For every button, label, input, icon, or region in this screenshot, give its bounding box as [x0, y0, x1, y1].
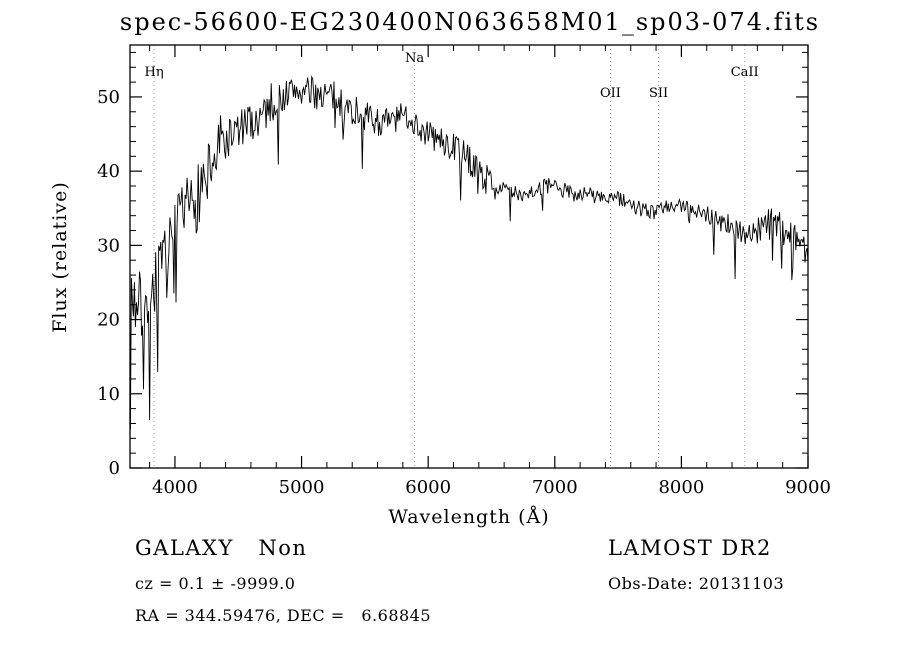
survey-label: LAMOST DR2: [608, 536, 772, 560]
x-tick-label: 4000: [152, 477, 198, 498]
plot-generated-layer: Hη Na OII SII CaII 4000 5000 6000 7000 8000 9000 0 1…: [97, 44, 831, 498]
y-tick-label: 50: [97, 87, 120, 108]
x-tick-label: 6000: [405, 477, 451, 498]
plot-title: spec-56600-EG230400N063658M01_sp03-074.f…: [119, 8, 821, 36]
y-tick-label: 10: [97, 384, 120, 405]
x-tick-label: 9000: [785, 477, 831, 498]
x-axis-label: Wavelength (Å): [388, 506, 549, 528]
plot-frame: [129, 44, 809, 469]
spectral-line-label: Hη: [144, 65, 163, 80]
y-tick-label: 30: [97, 235, 120, 256]
obs-date-value: Obs-Date: 20131103: [608, 574, 785, 593]
ra-dec-value: RA = 344.59476, DEC = 6.68845: [135, 606, 432, 625]
x-tick-label: 8000: [658, 477, 704, 498]
x-tick-label: 7000: [532, 477, 578, 498]
y-axis-label: Flux (relative): [49, 181, 71, 333]
spectral-line-label: CaII: [731, 65, 759, 80]
y-tick-label: 40: [97, 161, 120, 182]
spectral-line-label: SII: [649, 86, 668, 101]
spectral-line-label: OII: [600, 86, 621, 101]
x-tick-label: 5000: [279, 477, 325, 498]
cz-value: cz = 0.1 ± -9999.0: [135, 574, 296, 593]
y-tick-label: 0: [109, 458, 120, 479]
object-class-label: GALAXY Non: [135, 536, 308, 560]
y-tick-label: 20: [97, 310, 120, 331]
spectrum-trace: [129, 75, 809, 430]
spectral-line-label: Na: [405, 51, 424, 66]
